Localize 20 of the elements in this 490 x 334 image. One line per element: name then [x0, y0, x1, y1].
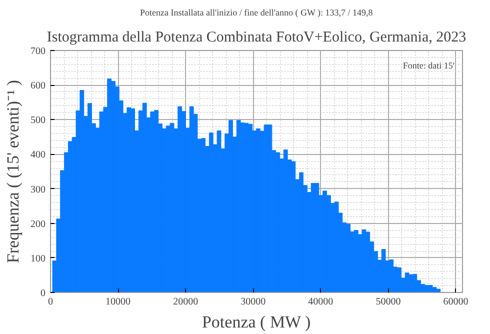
x-tick-label: 50000 — [376, 296, 401, 308]
y-tick-label: 300 — [30, 184, 46, 196]
x-tick-label: 40000 — [308, 296, 334, 308]
chart-title: Istogramma della Potenza Combinata FotoV+Eolico, Germania, 2023 — [46, 30, 466, 46]
y-tick-label: 700 — [30, 46, 46, 57]
x-tick-label: 20000 — [173, 296, 198, 308]
chart-subtitle: Potenza Installata all'inizio / fine dell'anno ( GW ): 133,7 / 149,8 — [140, 8, 374, 18]
x-tick-label: 0 — [48, 296, 53, 308]
y-tick-label: 400 — [30, 150, 46, 161]
x-tick-label: 30000 — [240, 296, 266, 308]
y-axis-title: Frequenza ( (15' eventi)⁻¹ ) — [4, 80, 22, 264]
y-tick-label: 600 — [30, 80, 46, 92]
y-tick-label: 0 — [40, 288, 46, 299]
y-tick-label: 200 — [30, 218, 46, 230]
x-tick-label: 10000 — [106, 296, 131, 308]
y-tick-label: 100 — [30, 253, 46, 264]
y-tick-label: 500 — [30, 115, 46, 126]
x-axis-title: Potenza ( MW ) — [202, 312, 311, 332]
x-tick-label: 60000 — [443, 296, 468, 308]
annotation: Fonte: dati 15' — [402, 60, 455, 70]
